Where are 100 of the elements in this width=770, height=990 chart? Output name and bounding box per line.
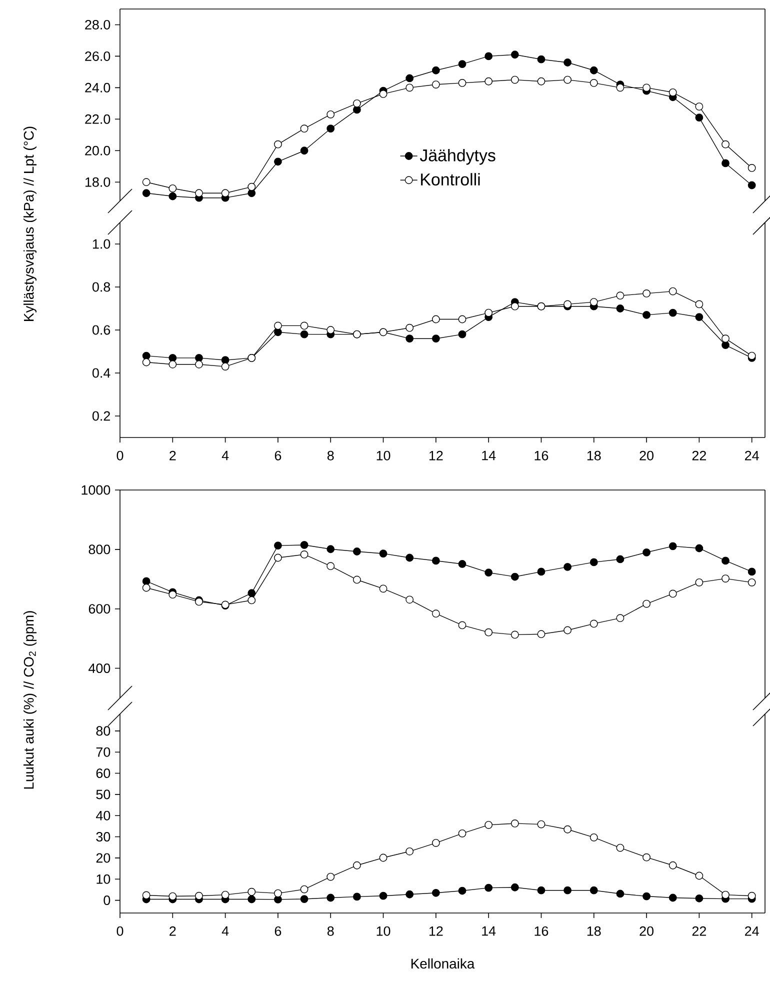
point <box>300 124 308 133</box>
point <box>564 76 572 84</box>
point <box>642 310 650 319</box>
x-tick-label: 0 <box>116 926 124 936</box>
point <box>432 888 440 897</box>
point <box>510 630 519 639</box>
point <box>642 289 650 298</box>
y-tick-label: 40 <box>96 810 110 820</box>
point <box>642 548 650 556</box>
point <box>537 886 546 894</box>
point <box>748 164 756 172</box>
point <box>458 315 466 324</box>
x-tick-label: 16 <box>534 926 548 936</box>
point <box>722 159 730 168</box>
y-tick-label: 24.0 <box>85 82 110 92</box>
point <box>564 58 572 66</box>
point <box>537 55 546 64</box>
point <box>748 892 756 900</box>
point <box>616 84 624 92</box>
y-tick-label: 600 <box>88 604 110 614</box>
point <box>695 300 704 308</box>
point <box>695 894 704 902</box>
point <box>248 596 256 604</box>
x-tick-label: 20 <box>640 926 654 936</box>
point <box>616 890 624 898</box>
x-tick-label: 4 <box>222 450 229 460</box>
point <box>564 626 572 634</box>
point <box>484 77 493 86</box>
point <box>668 542 677 550</box>
point <box>564 563 572 571</box>
point <box>379 90 388 98</box>
point <box>695 544 704 552</box>
point <box>406 890 414 898</box>
x-tick-label: 12 <box>429 450 443 460</box>
y-tick-label: 1000 <box>82 485 110 495</box>
point <box>510 302 519 310</box>
y-tick-label: 22.0 <box>85 114 110 124</box>
y-tick-label: 0.8 <box>92 282 110 292</box>
point <box>274 322 282 330</box>
point <box>300 322 308 330</box>
point <box>484 628 493 636</box>
point <box>406 847 414 856</box>
point <box>748 181 756 190</box>
point <box>195 189 203 198</box>
point <box>484 52 493 60</box>
point <box>537 820 546 828</box>
point <box>326 326 335 334</box>
point <box>695 313 704 322</box>
point <box>668 894 677 902</box>
point <box>221 356 230 364</box>
point <box>300 895 308 903</box>
point <box>274 542 282 550</box>
point <box>300 885 308 894</box>
point <box>722 341 730 349</box>
point <box>379 550 388 558</box>
point <box>642 84 650 92</box>
point <box>379 892 388 900</box>
point <box>432 556 440 565</box>
point <box>458 621 466 630</box>
point <box>221 890 230 899</box>
y-tick-label: 18.0 <box>86 177 110 187</box>
y-axis-title: Kyllästysvajaus (kPa) // Lpt (°C) <box>24 126 36 321</box>
point <box>668 861 677 870</box>
point <box>537 568 546 576</box>
y-tick-label: 80 <box>96 726 110 736</box>
point <box>642 600 650 608</box>
point <box>406 554 414 562</box>
point <box>537 630 546 638</box>
point <box>248 888 256 896</box>
point <box>352 106 361 114</box>
y-tick-label: 800 <box>88 544 110 554</box>
point <box>510 883 519 892</box>
point <box>326 872 335 881</box>
x-tick-label: 14 <box>482 450 496 460</box>
point <box>326 124 335 133</box>
point <box>406 334 414 343</box>
point <box>168 590 177 599</box>
x-tick-label: 2 <box>170 926 176 936</box>
point <box>379 854 388 862</box>
point <box>537 77 546 86</box>
legend-label: Jäähdytys <box>420 148 496 165</box>
x-tick-label: 24 <box>745 926 759 936</box>
point <box>326 545 335 554</box>
point <box>142 358 150 366</box>
point <box>642 892 650 900</box>
point <box>748 352 756 360</box>
x-tick-label: 24 <box>745 450 759 460</box>
point <box>590 558 598 566</box>
point <box>432 80 440 88</box>
y-axis-title: Luukut auki (%) // CO$_{2}$ (ppm) <box>24 611 36 789</box>
x-tick-label: 10 <box>376 926 390 936</box>
point <box>274 554 282 562</box>
y-tick-label: 0.6 <box>92 325 110 335</box>
point <box>510 572 519 581</box>
point <box>406 324 414 332</box>
point <box>616 614 624 622</box>
point <box>352 576 361 584</box>
point <box>326 110 335 118</box>
point <box>668 308 677 317</box>
point <box>510 50 519 59</box>
